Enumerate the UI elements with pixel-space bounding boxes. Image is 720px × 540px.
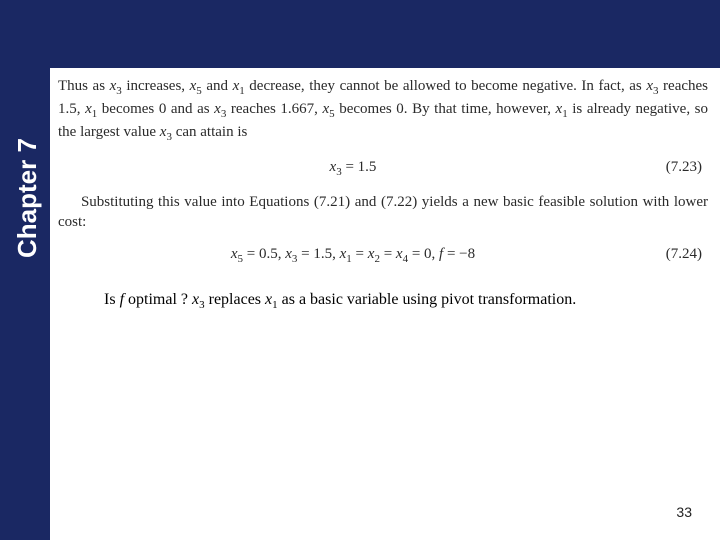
text: Substituting this value into Equations (… [58, 194, 708, 230]
var-x3: x [214, 101, 221, 117]
text: replaces [205, 291, 265, 308]
equation-number: (7.24) [648, 246, 708, 263]
equation-body: x5 = 0.5, x3 = 1.5, x1 = x2 = x4 = 0, f … [58, 246, 648, 265]
topbar [0, 0, 720, 68]
eq-text: = [352, 246, 368, 262]
eq-text: = 0, [408, 246, 439, 262]
text: reaches 1.667, [226, 101, 322, 117]
eq-text: = [380, 246, 396, 262]
paragraph-1: Thus as x3 increases, x5 and x1 decrease… [58, 76, 708, 145]
eq-text: = 1.5 [342, 159, 377, 175]
text: and [202, 78, 233, 94]
eq-text: = 0.5, [243, 246, 285, 262]
question-line: Is f optimal ? x3 replaces x1 as a basic… [58, 291, 708, 311]
slide-page: Chapter 7 Thus as x3 increases, x5 and x… [0, 0, 720, 540]
content-area: Thus as x3 increases, x5 and x1 decrease… [58, 76, 708, 311]
text: as a basic variable using pivot transfor… [278, 291, 577, 308]
text: can attain is [172, 124, 247, 140]
equation-number: (7.23) [648, 159, 708, 176]
sidebar: Chapter 7 [0, 68, 50, 540]
text: Thus as [58, 78, 110, 94]
var-x5: x [231, 246, 238, 262]
var-x3: x [646, 78, 653, 94]
eq-text: = −8 [443, 246, 475, 262]
var-x1: x [85, 101, 92, 117]
indent [58, 194, 81, 210]
equation-7-24: x5 = 0.5, x3 = 1.5, x1 = x2 = x4 = 0, f … [58, 246, 708, 265]
chapter-label: Chapter 7 [12, 138, 43, 258]
text: becomes 0 and as [97, 101, 214, 117]
text: increases, [122, 78, 190, 94]
page-number: 33 [676, 504, 692, 520]
text: becomes 0. By that time, however, [335, 101, 556, 117]
text: decrease, they cannot be allowed to beco… [245, 78, 647, 94]
var-x3: x [285, 246, 292, 262]
var-x4: x [396, 246, 403, 262]
equation-7-23: x3 = 1.5 (7.23) [58, 159, 708, 178]
paragraph-2: Substituting this value into Equations (… [58, 192, 708, 233]
equation-body: x3 = 1.5 [58, 159, 648, 178]
eq-text: = 1.5, [297, 246, 339, 262]
text: optimal ? [124, 291, 192, 308]
text: Is [104, 291, 120, 308]
